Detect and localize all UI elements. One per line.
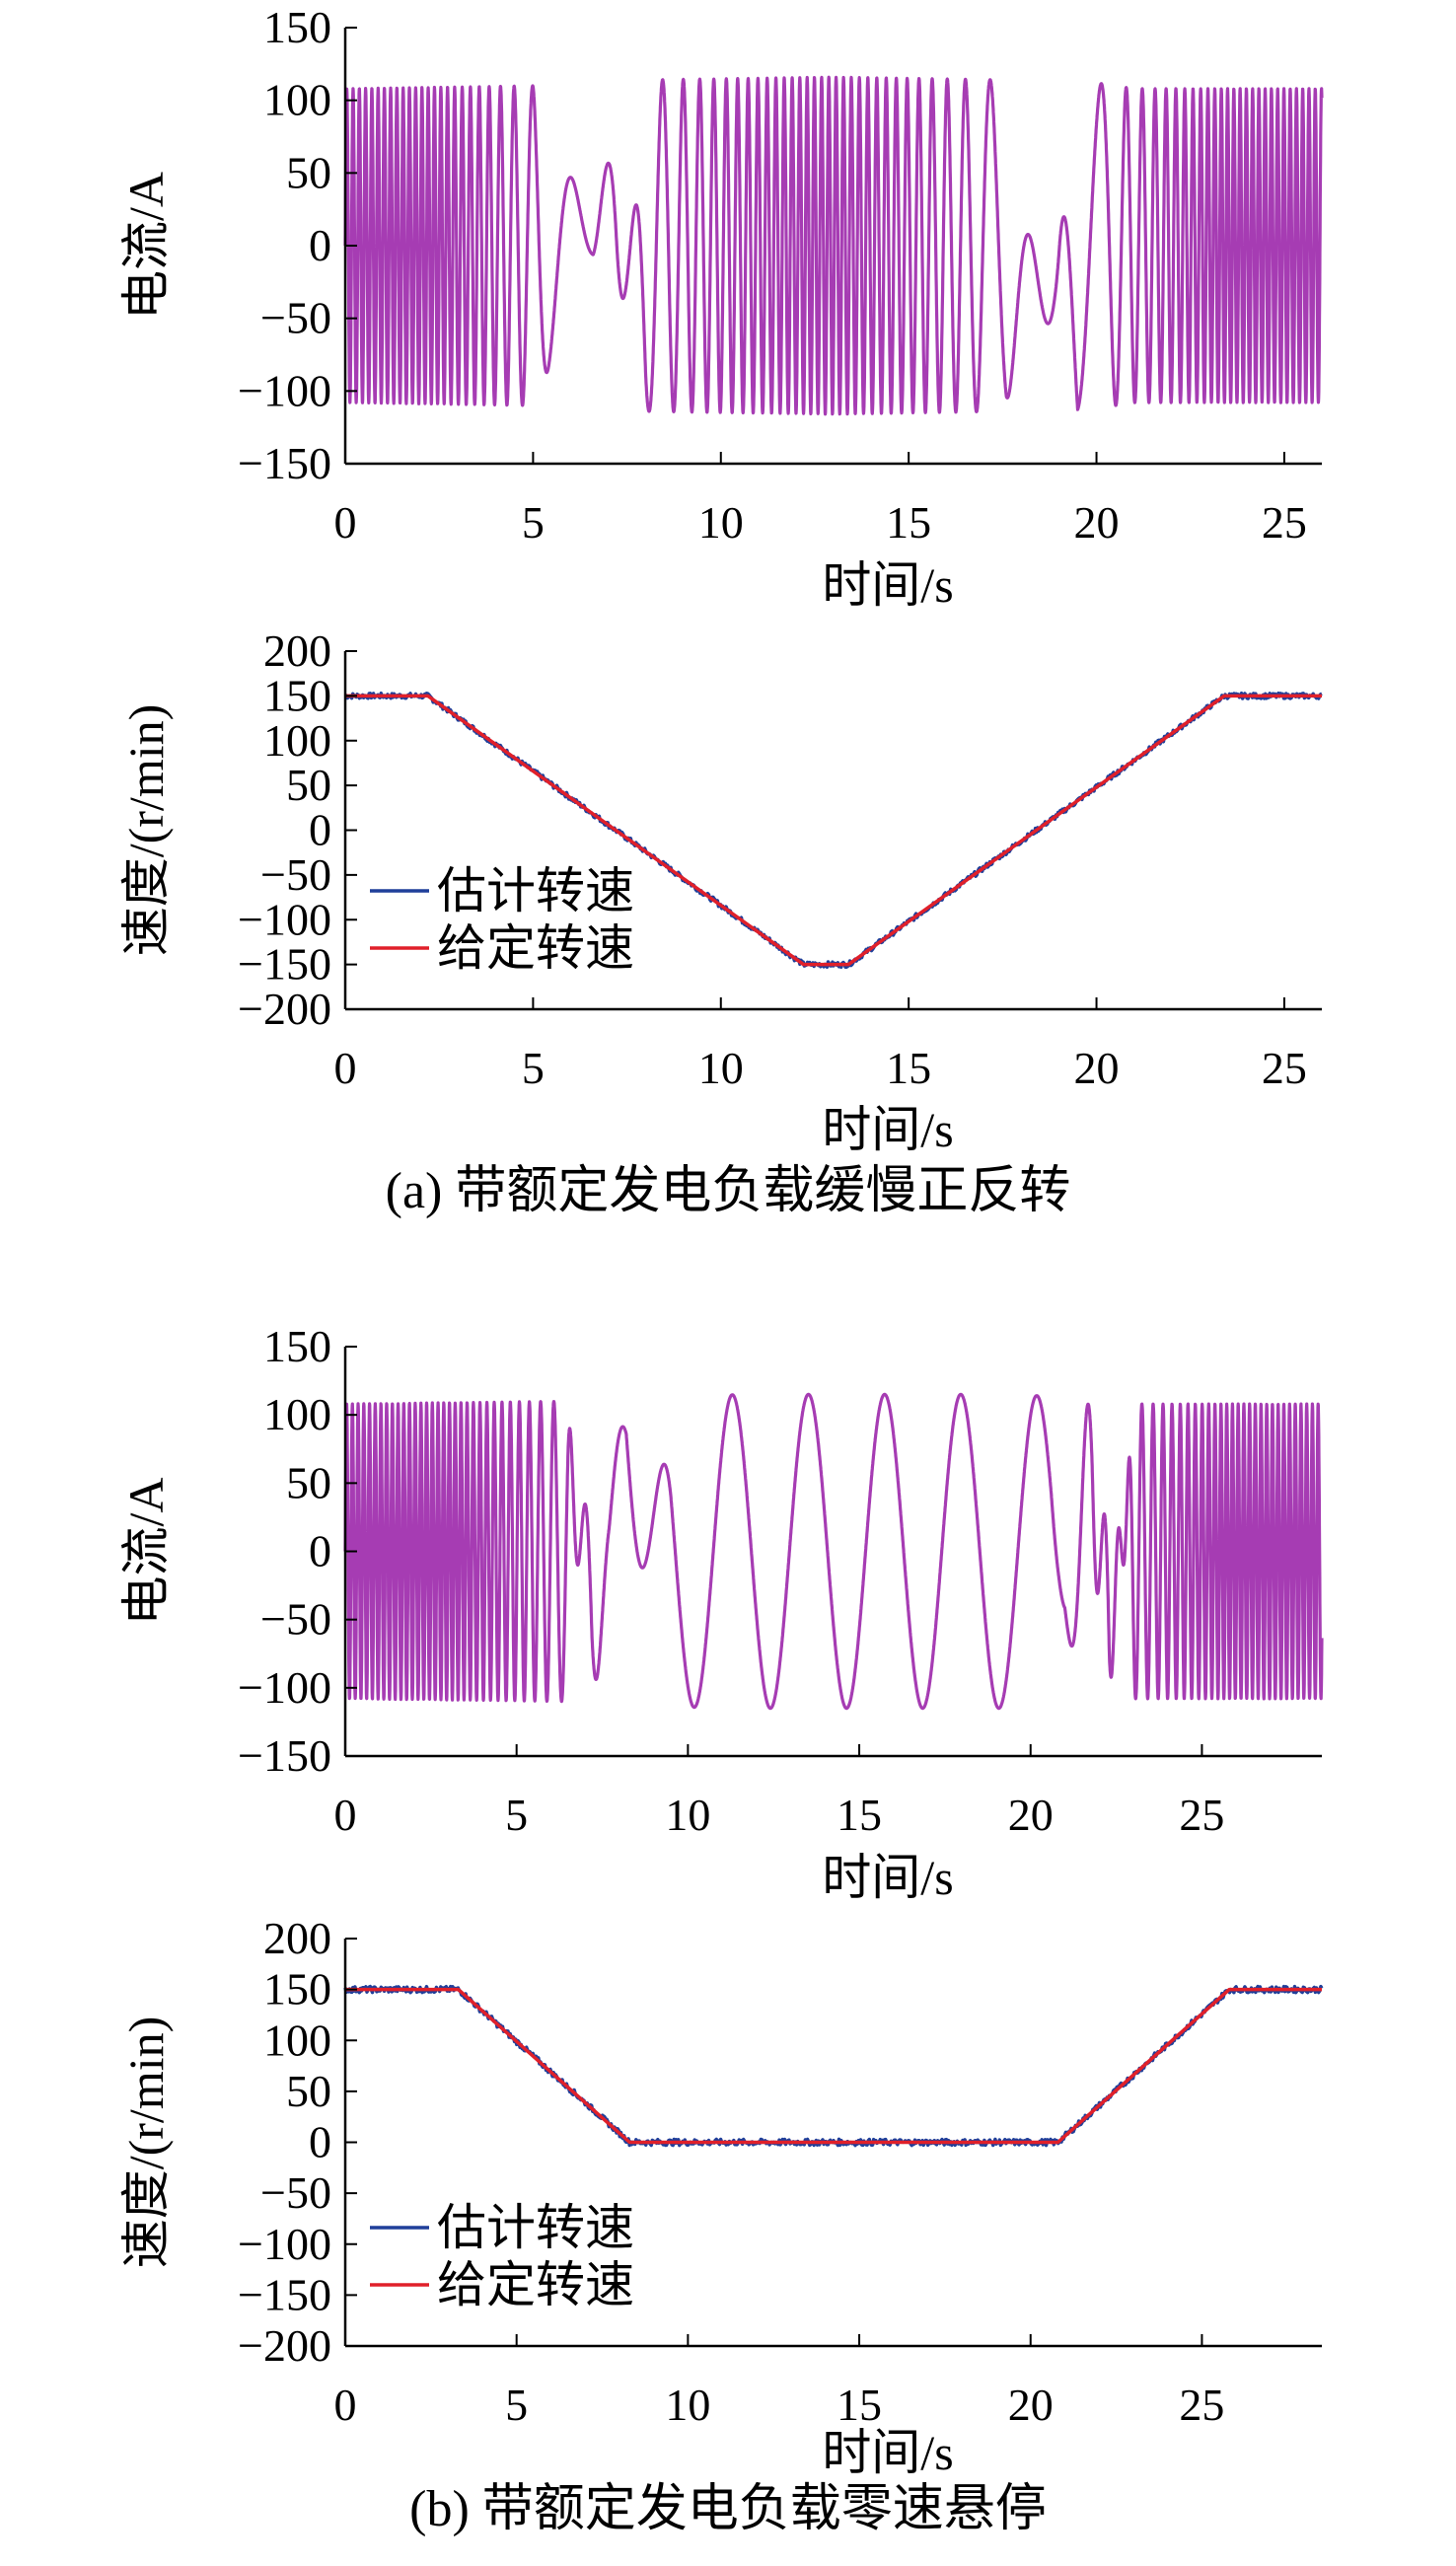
b-current-xtick-label: 10 <box>665 1790 710 1840</box>
b-speed-legend-label-1: 估计转速 <box>437 2200 634 2255</box>
b-speed-xtick-label: 25 <box>1179 2380 1224 2430</box>
b-speed-xlabel: 时间/s <box>822 2425 953 2476</box>
a-speed-ytick-label: 0 <box>309 805 331 855</box>
b-current-ytick-label: −150 <box>238 1730 331 1781</box>
a-current-xtick-label: 10 <box>698 497 744 548</box>
a-current-ytick-label: 0 <box>309 220 331 270</box>
b-current-ytick-label: −100 <box>238 1662 331 1713</box>
a-speed-xtick-label: 0 <box>334 1043 357 1093</box>
a-current-xtick-label: 15 <box>886 497 931 548</box>
a-speed-ytick-label: −150 <box>238 939 331 990</box>
b-speed-xtick-label: 5 <box>505 2380 528 2430</box>
a-speed-xlabel: 时间/s <box>822 1102 953 1157</box>
b-speed-ytick-label: 0 <box>309 2117 331 2167</box>
b-current-xtick-label: 15 <box>837 1790 882 1840</box>
b-current-ytick-label: −50 <box>260 1594 331 1645</box>
b-speed-xtick-label: 20 <box>1008 2380 1054 2430</box>
a-current-ytick-label: 100 <box>263 75 331 125</box>
b-current-ytick-label: 100 <box>263 1389 331 1439</box>
b-current-ytick-label: 50 <box>286 1457 331 1507</box>
a-speed-ylabel: 速度/(r/min) <box>118 704 174 957</box>
chart-a-current: −150 −100 −50 0 50 100 150 0 5 10 15 20 25 时间/s 电流/A <box>118 2 1324 613</box>
a-current-xtick-label: 25 <box>1262 497 1307 548</box>
a-current-ytick-label: −100 <box>238 365 331 415</box>
b-speed-ytick-label: −200 <box>238 2320 331 2371</box>
b-speed-ytick-label: 200 <box>263 1913 331 1963</box>
a-speed-legend-label-2: 给定转速 <box>437 920 634 976</box>
b-speed-ylabel: 速度/(r/min) <box>118 2016 174 2269</box>
b-speed-ytick-label: 100 <box>263 2015 331 2065</box>
b-current-xtick-label: 20 <box>1008 1790 1054 1840</box>
a-speed-legend-label-1: 估计转速 <box>437 863 634 918</box>
b-speed-ytick-label: 50 <box>286 2066 331 2116</box>
a-speed-ytick-label: 200 <box>263 625 331 676</box>
b-speed-ytick-label: −50 <box>260 2167 331 2218</box>
a-current-xlabel: 时间/s <box>822 557 953 613</box>
a-speed-xtick-label: 5 <box>522 1043 545 1093</box>
a-current-xtick-label: 5 <box>522 497 545 548</box>
a-speed-ytick-label: −100 <box>238 894 331 944</box>
b-current-ylabel: 电流/A <box>118 1478 174 1626</box>
a-speed-ytick-label: 150 <box>263 670 331 720</box>
b-current-xtick-label: 0 <box>334 1790 357 1840</box>
b-speed-ytick-label: −100 <box>238 2219 331 2269</box>
b-current-ytick-label: 150 <box>263 1321 331 1371</box>
a-current-ytick-label: −50 <box>260 293 331 343</box>
a-speed-series-2 <box>345 694 1322 967</box>
b-current-xlabel: 时间/s <box>822 1850 953 1904</box>
b-speed-series-2 <box>345 1987 1322 2145</box>
a-current-ytick-label: 50 <box>286 147 331 197</box>
caption-a: (a) 带额定发电负载缓慢正反转 <box>385 1163 1071 1219</box>
a-current-ylabel: 电流/A <box>118 172 174 320</box>
b-speed-ytick-label: 150 <box>263 1964 331 2015</box>
b-speed-xtick-label: 0 <box>334 2380 357 2430</box>
caption-b: (b) 带额定发电负载零速悬停 <box>409 2481 1047 2537</box>
a-speed-xtick-label: 20 <box>1074 1043 1120 1093</box>
b-current-xtick-label: 25 <box>1179 1790 1224 1840</box>
a-speed-ytick-label: −200 <box>238 984 331 1034</box>
b-current-series-1 <box>343 1392 1324 1711</box>
a-speed-xtick-label: 10 <box>698 1043 744 1093</box>
b-speed-ytick-label: −150 <box>238 2269 331 2319</box>
b-speed-legend-label-2: 给定转速 <box>437 2257 634 2312</box>
chart-b-current: −150 −100 −50 0 50 100 150 0 5 10 15 20 25 时间/s 电流/A <box>118 1321 1324 1904</box>
a-speed-ytick-label: −50 <box>260 849 331 900</box>
a-current-xtick-label: 20 <box>1074 497 1120 548</box>
a-current-series-1 <box>343 75 1324 416</box>
b-current-ytick-label: 0 <box>309 1526 331 1576</box>
a-speed-ytick-label: 100 <box>263 715 331 766</box>
a-speed-xtick-label: 15 <box>886 1043 931 1093</box>
a-speed-xtick-label: 25 <box>1262 1043 1307 1093</box>
a-current-xtick-label: 0 <box>334 497 357 548</box>
b-speed-series-1 <box>343 1984 1324 2148</box>
a-speed-ytick-label: 50 <box>286 760 331 810</box>
a-current-ytick-label: 150 <box>263 2 331 52</box>
b-current-xtick-label: 5 <box>505 1790 528 1840</box>
b-speed-xtick-label: 15 <box>837 2380 882 2430</box>
a-current-ytick-label: −150 <box>238 438 331 488</box>
b-speed-xtick-label: 10 <box>665 2380 710 2430</box>
